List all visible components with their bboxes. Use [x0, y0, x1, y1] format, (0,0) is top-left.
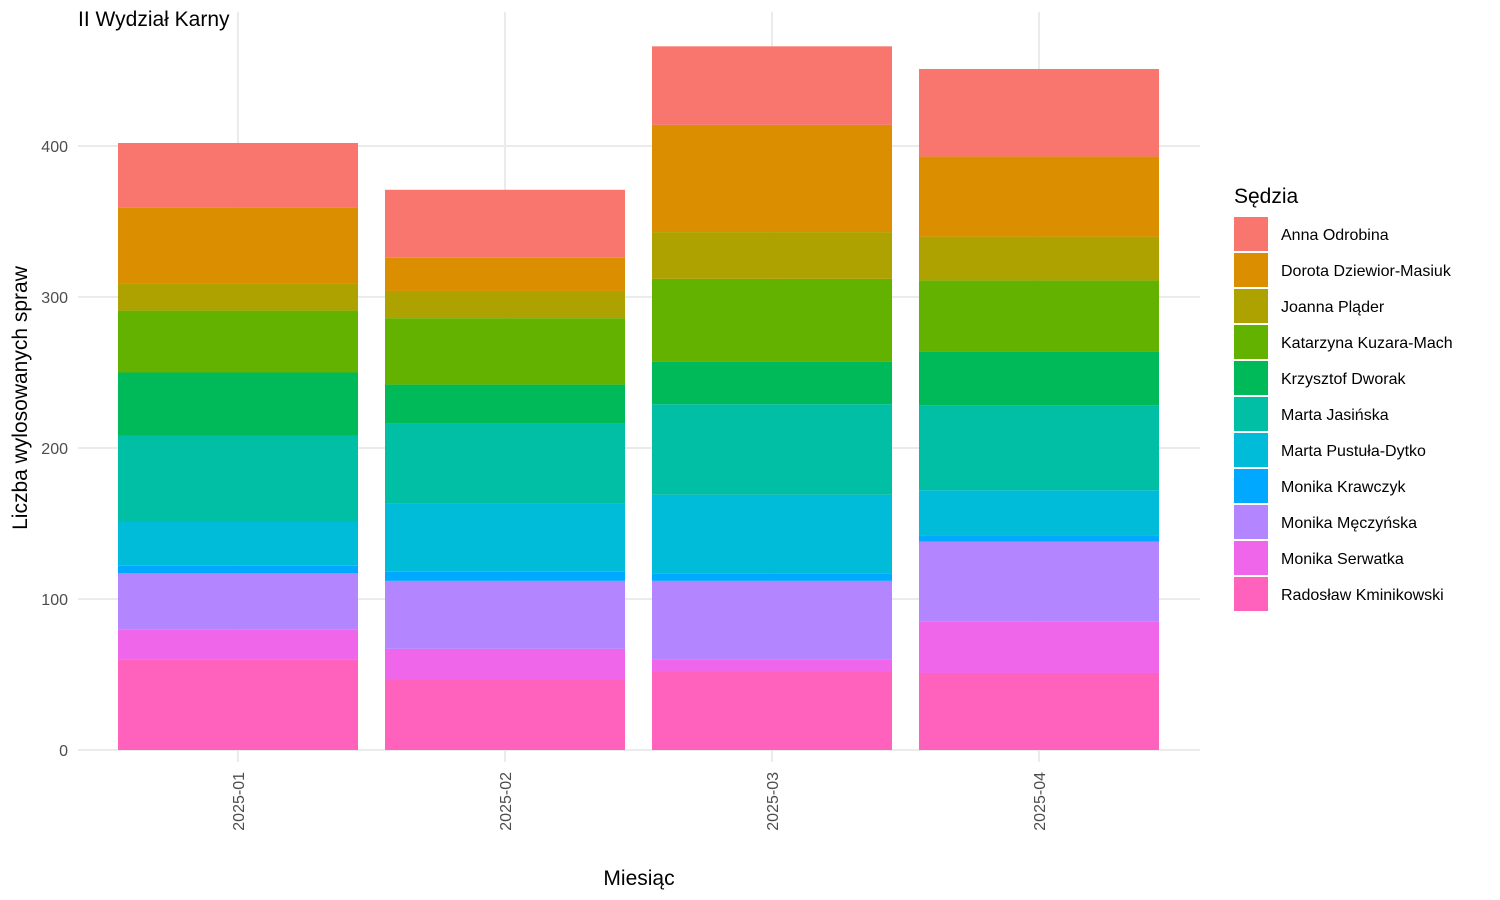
y-tick-label: 300: [41, 290, 68, 307]
bar-segment: [652, 671, 892, 750]
bar-segment: [919, 351, 1159, 406]
y-tick-label: 200: [41, 441, 68, 458]
chart-title: II Wydział Karny: [78, 8, 230, 31]
bar-segment: [919, 405, 1159, 491]
bar-segment: [385, 423, 625, 504]
legend-label: Monika Krawczyk: [1281, 479, 1406, 496]
bar-segment: [118, 565, 358, 574]
bar-segment: [919, 672, 1159, 750]
bar-segment: [919, 236, 1159, 281]
y-tick-label: 0: [59, 743, 68, 760]
bar-segment: [118, 435, 358, 522]
bar-segment: [118, 207, 358, 284]
bar-segment: [385, 648, 625, 680]
bar-segment: [385, 257, 625, 291]
bars: [118, 46, 1159, 750]
bar-segment: [919, 156, 1159, 237]
bar-segment: [652, 659, 892, 672]
legend-label: Marta Jasińska: [1281, 407, 1389, 424]
y-tick-label: 100: [41, 592, 68, 609]
legend-label: Krzysztof Dworak: [1281, 371, 1406, 388]
y-axis-title: Liczba wylosowanych spraw: [9, 265, 32, 530]
bar-segment: [385, 571, 625, 581]
bar-segment: [919, 490, 1159, 536]
bar-segment: [919, 280, 1159, 352]
bar-segment: [118, 142, 358, 208]
x-axis-ticks: 2025-01 2025-02 2025-03 2025-04: [231, 772, 1049, 831]
legend-swatch: [1234, 577, 1268, 611]
bar-segment: [118, 310, 358, 373]
x-tick-label: 2025-04: [1032, 772, 1049, 831]
x-axis-title: Miesiąc: [603, 867, 674, 890]
y-axis-ticks: 0 100 200 300 400: [41, 139, 68, 760]
bar-segment: [385, 290, 625, 319]
y-tick-label: 400: [41, 139, 68, 156]
legend-swatch: [1234, 505, 1268, 539]
bar-segment: [118, 573, 358, 630]
bar-segment: [118, 283, 358, 311]
bar-segment: [385, 318, 625, 385]
legend-swatch: [1234, 469, 1268, 503]
legend-swatch: [1234, 361, 1268, 395]
bar-segment: [919, 621, 1159, 673]
legend-label: Katarzyna Kuzara-Mach: [1281, 335, 1453, 352]
bar-segment: [385, 503, 625, 572]
bar-segment: [652, 361, 892, 405]
bar-segment: [118, 629, 358, 660]
bar-segment: [385, 679, 625, 750]
bar-segment: [919, 68, 1159, 157]
legend-label: Marta Pustuła-Dytko: [1281, 443, 1426, 460]
bar-segment: [385, 384, 625, 424]
legend-label: Monika Serwatka: [1281, 551, 1404, 568]
bar-segment: [385, 189, 625, 258]
bar-segment: [652, 46, 892, 125]
x-tick-label: 2025-02: [498, 772, 515, 831]
legend-label: Anna Odrobina: [1281, 227, 1389, 244]
x-tick-label: 2025-01: [231, 772, 248, 831]
bar-segment: [652, 404, 892, 495]
bar-segment: [919, 535, 1159, 542]
bar-segment: [652, 494, 892, 574]
legend-swatch: [1234, 253, 1268, 287]
legend-swatch: [1234, 397, 1268, 431]
legend-label: Monika Męczyńska: [1281, 515, 1417, 532]
legend-title: Sędzia: [1234, 185, 1299, 208]
legend: Sędzia Anna Odrobina Dorota Dziewior-Masi…: [1234, 185, 1453, 611]
legend-label: Radosław Kminikowski: [1281, 587, 1444, 604]
bar-segment: [652, 573, 892, 581]
legend-swatch: [1234, 325, 1268, 359]
bar-segment: [118, 659, 358, 750]
bar-segment: [652, 124, 892, 233]
legend-swatch: [1234, 289, 1268, 323]
legend-swatch: [1234, 541, 1268, 575]
x-tick-label: 2025-03: [765, 772, 782, 831]
bar-segment: [652, 232, 892, 279]
legend-swatch: [1234, 433, 1268, 467]
legend-swatch: [1234, 217, 1268, 251]
bar-segment: [919, 541, 1159, 622]
bar-segment: [118, 521, 358, 566]
legend-label: Joanna Pląder: [1281, 299, 1385, 316]
bar-segment: [652, 278, 892, 362]
legend-label: Dorota Dziewior-Masiuk: [1281, 263, 1452, 280]
bar-segment: [385, 580, 625, 649]
bar-segment: [118, 372, 358, 436]
bar-segment: [652, 580, 892, 660]
